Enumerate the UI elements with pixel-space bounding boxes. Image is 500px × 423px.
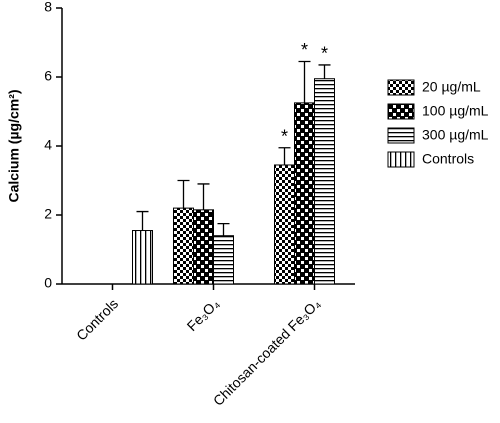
error-bar: [298, 60, 311, 103]
error-bar: [217, 222, 230, 236]
y-tick-label: 2: [44, 206, 52, 222]
significance-marker: *: [301, 40, 308, 60]
x-tick-label: Chitosan-coated Fe₃O₄: [210, 295, 324, 409]
y-tick-label: 0: [44, 275, 52, 291]
error-bar: [136, 210, 149, 231]
error-bar: [318, 64, 331, 79]
y-axis-label: Calcium (µg/cm²): [6, 89, 22, 202]
bar: [274, 164, 295, 285]
legend-label: 300 µg/mL: [422, 127, 489, 143]
error-bar: [278, 147, 291, 165]
legend-label: 100 µg/mL: [422, 103, 489, 119]
legend-swatch: [387, 127, 415, 144]
y-tick-label: 6: [44, 68, 52, 84]
bar: [173, 207, 194, 285]
bar: [132, 230, 153, 285]
bar: [213, 235, 234, 285]
significance-marker: *: [281, 126, 288, 146]
x-tick-label: Fe₃O₄: [184, 295, 223, 334]
legend-label: Controls: [422, 151, 474, 167]
error-bar: [177, 179, 190, 209]
y-tick-label: 4: [44, 137, 52, 153]
y-tick-label: 8: [44, 0, 52, 15]
legend-swatch: [387, 151, 415, 168]
error-bar: [197, 183, 210, 210]
bar: [314, 78, 335, 285]
x-tick-label: Controls: [73, 295, 121, 343]
significance-marker: *: [321, 44, 328, 64]
legend-swatch: [387, 103, 415, 120]
legend-label: 20 µg/mL: [422, 79, 481, 95]
legend-swatch: [387, 79, 415, 96]
bar: [294, 102, 315, 285]
bar: [193, 209, 214, 285]
